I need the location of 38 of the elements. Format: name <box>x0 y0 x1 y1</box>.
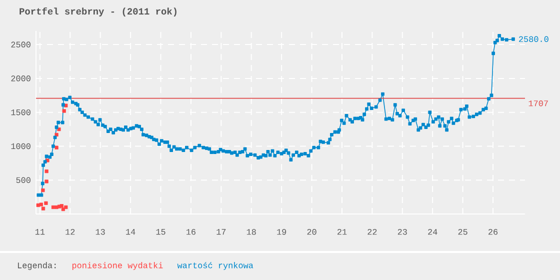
point <box>41 188 45 192</box>
y-tick-label: 2500 <box>11 42 30 48</box>
chart-title: Portfel srebrny - (2011 rok) <box>20 8 176 16</box>
x-tick-label: 22 <box>368 229 377 235</box>
point <box>41 206 46 210</box>
x-tick-label: 11 <box>35 229 45 235</box>
y-tick-label: 1500 <box>11 109 30 116</box>
y-tick-label: 2000 <box>11 76 30 82</box>
x-tick-label: 18 <box>246 229 256 235</box>
x-tick-label: 15 <box>156 229 166 235</box>
x-tick-label: 21 <box>337 229 347 235</box>
x-tick-label: 20 <box>307 229 316 235</box>
point <box>39 202 43 206</box>
point <box>60 204 64 208</box>
x-tick-label: 12 <box>66 229 75 235</box>
point <box>64 205 68 210</box>
x-tick-label: 16 <box>186 229 196 235</box>
point <box>44 170 48 174</box>
point <box>44 201 48 205</box>
point <box>44 180 48 184</box>
x-tick-label: 13 <box>96 229 105 235</box>
x-tick-label: 24 <box>428 229 438 235</box>
point <box>54 146 58 150</box>
legend-title: Legenda: <box>18 262 56 270</box>
text: poniesione wydatki <box>72 262 163 270</box>
ref-line-label: 1707 <box>528 100 548 106</box>
x-tick-label: 17 <box>216 229 226 235</box>
x-tick-label: 19 <box>277 229 286 235</box>
y-tick-label: 500 <box>16 177 30 183</box>
x-tick-label: 14 <box>126 229 136 235</box>
x-tick-label: 25 <box>458 229 468 235</box>
x-tick-label: 26 <box>488 229 498 235</box>
x-tick-label: 23 <box>398 229 407 235</box>
point <box>57 127 61 132</box>
point <box>62 109 66 113</box>
y-tick-label: 1000 <box>11 143 30 150</box>
text: wartość rynkowa <box>177 262 254 270</box>
annotation: 2580.0 <box>519 36 548 42</box>
